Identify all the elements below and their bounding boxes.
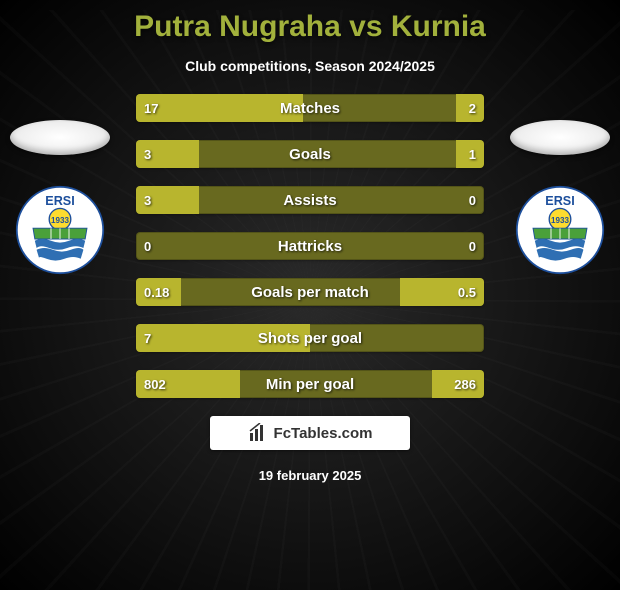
stat-row: 802286Min per goal (136, 370, 484, 398)
stat-label: Hattricks (136, 232, 484, 260)
page-title: Putra Nugraha vs Kurnia (0, 10, 620, 44)
stat-label: Goals (136, 140, 484, 168)
stats-section: 172Matches 31Goals 30Assists 00Hattricks 0.1… (0, 94, 620, 483)
stat-row: 172Matches (136, 94, 484, 122)
brand-badge[interactable]: FcTables.com (210, 416, 410, 450)
stat-row: 00Hattricks (136, 232, 484, 260)
stat-row: 0.180.5Goals per match (136, 278, 484, 306)
stat-row: 31Goals (136, 140, 484, 168)
stat-label: Min per goal (136, 370, 484, 398)
stat-label: Assists (136, 186, 484, 214)
subtitle: Club competitions, Season 2024/2025 (0, 58, 620, 74)
stat-row: 30Assists (136, 186, 484, 214)
brand-text: FcTables.com (274, 425, 373, 442)
date-label: 19 february 2025 (0, 468, 620, 483)
stat-label: Matches (136, 94, 484, 122)
stat-label: Shots per goal (136, 324, 484, 352)
chart-icon (248, 423, 268, 443)
stat-label: Goals per match (136, 278, 484, 306)
stat-row: 7Shots per goal (136, 324, 484, 352)
